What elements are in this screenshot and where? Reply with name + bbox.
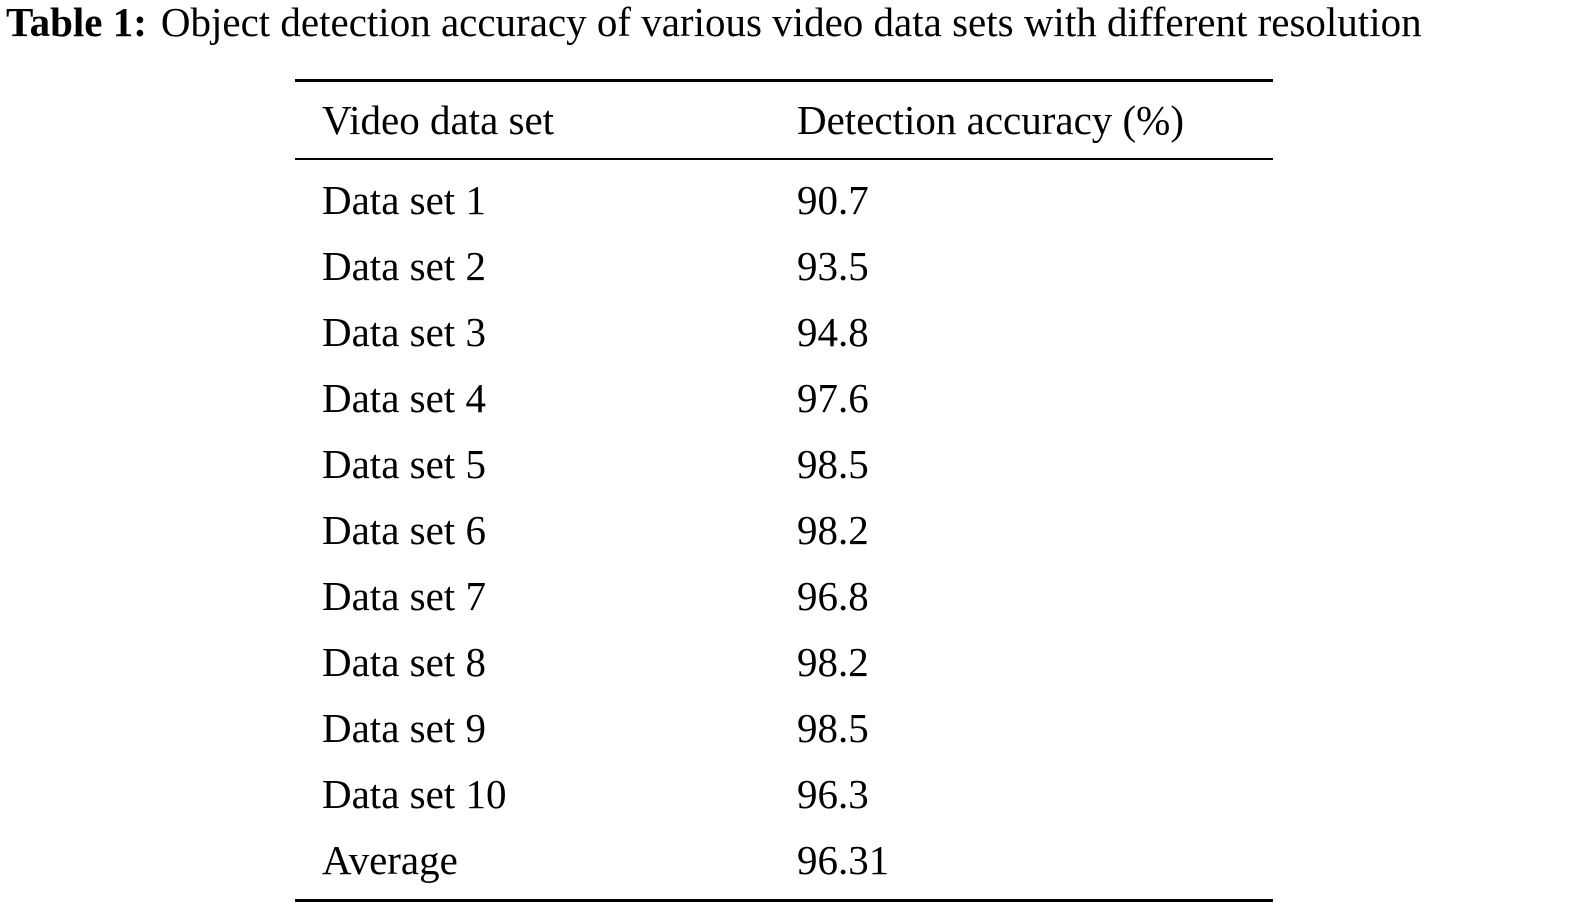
table-header-rule	[295, 158, 1273, 160]
table-row-value: 96.8	[797, 573, 869, 619]
table-caption: Table 1: Object detection accuracy of var…	[6, 0, 1422, 46]
table-row-value: 93.5	[797, 243, 869, 289]
table-top-rule	[295, 79, 1273, 82]
table-caption-label: Table 1:	[6, 0, 147, 45]
average-row-label: Average	[322, 837, 458, 883]
table-row-value: 98.5	[797, 441, 869, 487]
table-row-value: 90.7	[797, 177, 869, 223]
table-row-value: 98.2	[797, 639, 869, 685]
table-row-label: Data set 4	[322, 375, 486, 421]
table-row-label: Data set 6	[322, 507, 486, 553]
table-row-label: Data set 5	[322, 441, 486, 487]
table-row-label: Data set 10	[322, 771, 507, 817]
table-row-value: 94.8	[797, 309, 869, 355]
header-detection-accuracy: Detection accuracy (%)	[797, 97, 1184, 143]
table-bottom-rule	[295, 899, 1273, 902]
table-row-value: 96.3	[797, 771, 869, 817]
header-video-data-set: Video data set	[322, 97, 555, 143]
table-row-label: Data set 3	[322, 309, 486, 355]
table-row-value: 98.5	[797, 705, 869, 751]
average-row-value: 96.31	[797, 837, 890, 883]
table-row-value: 97.6	[797, 375, 869, 421]
table-caption-text: Object detection accuracy of various vid…	[160, 0, 1422, 45]
table-row-label: Data set 9	[322, 705, 486, 751]
table-row-label: Data set 2	[322, 243, 486, 289]
table-row-label: Data set 7	[322, 573, 486, 619]
table-row-label: Data set 8	[322, 639, 486, 685]
table-row-value: 98.2	[797, 507, 869, 553]
table-row-label: Data set 1	[322, 177, 486, 223]
